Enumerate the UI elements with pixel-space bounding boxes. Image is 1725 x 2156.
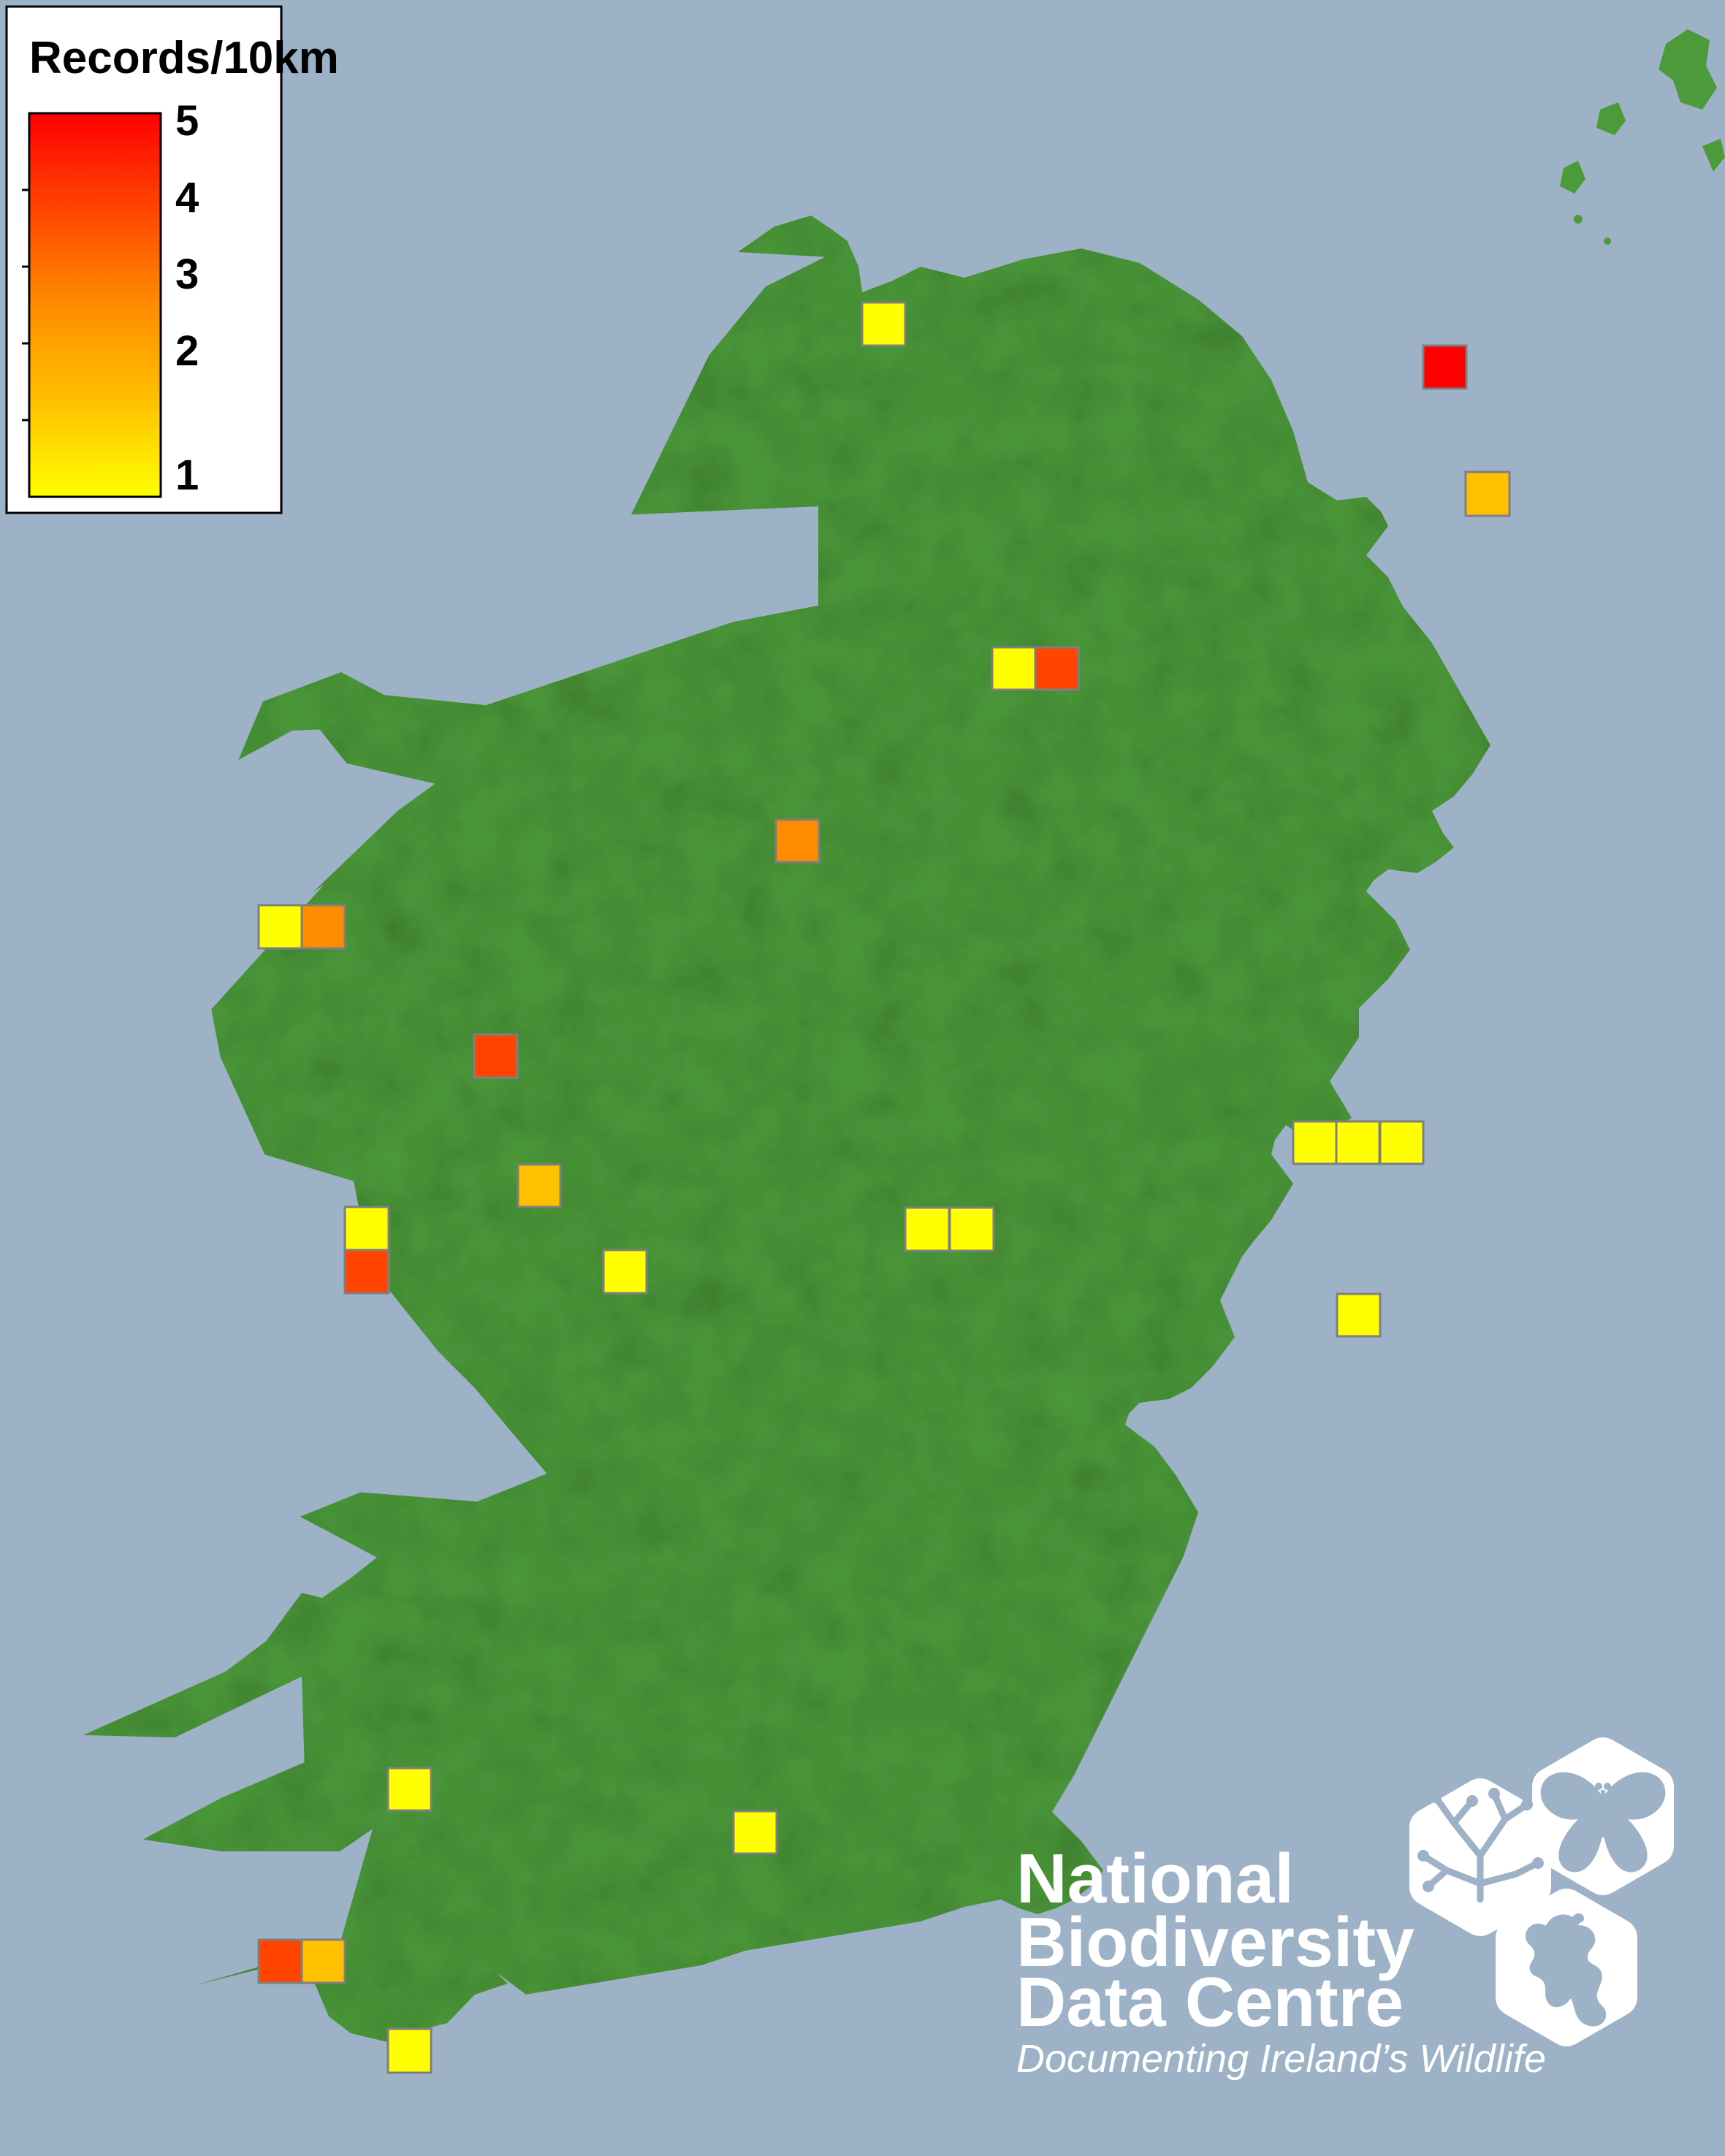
svg-text:Documenting Ireland’s Wildlife: Documenting Ireland’s Wildlife: [1016, 2037, 1546, 2081]
svg-text:2: 2: [175, 327, 199, 375]
svg-text:Data Centre: Data Centre: [1016, 1963, 1404, 2041]
svg-text:4: 4: [175, 174, 199, 221]
svg-text:1: 1: [175, 452, 199, 499]
svg-text:3: 3: [175, 251, 199, 298]
svg-text:5: 5: [175, 97, 199, 145]
svg-text:Records/10km: Records/10km: [29, 33, 339, 83]
